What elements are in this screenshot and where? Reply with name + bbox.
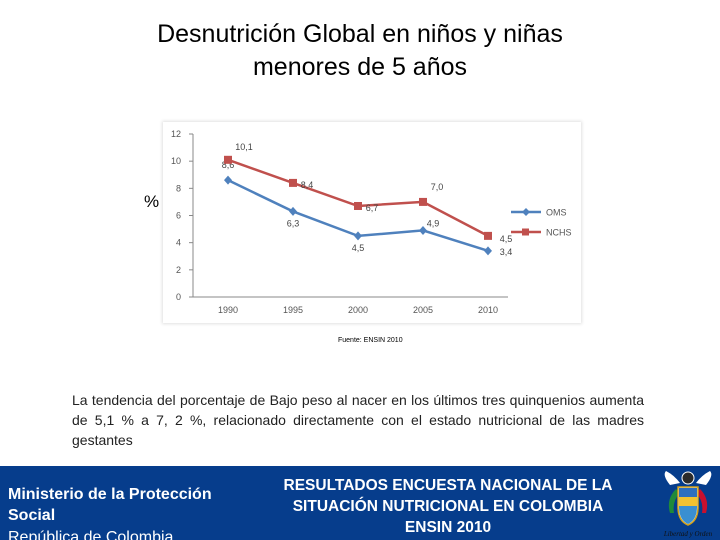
data-label-oms: 6,3 — [287, 218, 300, 228]
y-tick-label: 4 — [176, 238, 181, 248]
point-nchs — [419, 197, 427, 206]
body-text: La tendencia del porcentaje de Bajo peso… — [72, 392, 644, 448]
point-oms — [354, 231, 362, 241]
y-tick-label: 8 — [176, 183, 181, 193]
legend-marker-nchs — [522, 228, 529, 236]
footer-bar: Ministerio de la Protección Social Repúb… — [0, 466, 720, 540]
chart-source: Fuente: ENSIN 2010 — [338, 337, 403, 344]
legend-label-nchs: NCHS — [546, 228, 572, 238]
survey-line-2: SITUACIÓN NUTRICIONAL EN COLOMBIA — [292, 498, 604, 515]
x-tick-label: 2005 — [413, 305, 433, 315]
point-nchs — [289, 178, 297, 187]
x-tick-label: 2010 — [478, 305, 498, 315]
point-oms — [419, 225, 427, 235]
survey-line-3: ENSIN 2010 — [404, 519, 492, 536]
x-tick-label: 1990 — [218, 305, 238, 315]
y-tick-label: 12 — [171, 129, 181, 139]
y-tick-label: 2 — [176, 265, 181, 275]
y-unit-label: % — [144, 192, 160, 211]
point-nchs — [354, 201, 362, 210]
chart: 0 2 4 6 8 10 12 1990 1995 2000 2005 2010 8,6 6,3 4,5 4,… — [171, 129, 572, 315]
data-label-oms: 4,9 — [427, 218, 440, 228]
survey-title: RESULTADOS ENCUESTA NACIONAL DE LA SITUA… — [248, 475, 648, 538]
y-tick-label: 6 — [176, 211, 181, 221]
survey-line-1: RESULTADOS ENCUESTA NACIONAL DE LA — [283, 477, 613, 494]
point-nchs — [224, 155, 232, 164]
data-label-nchs: 4,5 — [500, 234, 513, 244]
slide-title: Desnutrición Global en niños y niñas men… — [80, 18, 640, 84]
y-tick-label: 10 — [171, 156, 181, 166]
title-line-1: Desnutrición Global en niños y niñas — [157, 20, 563, 48]
data-label-nchs: 7,0 — [431, 182, 444, 192]
chart-frame — [163, 122, 581, 323]
republic-name: República de Colombia — [8, 529, 174, 540]
title-line-2: menores de 5 años — [252, 53, 468, 81]
data-label-oms: 4,5 — [352, 243, 365, 253]
coat-of-arms-icon: Libertad y Orden — [663, 471, 713, 538]
coat-caption: Libertad y Orden — [663, 530, 713, 538]
x-tick-label: 1995 — [283, 305, 303, 315]
data-label-nchs: 10,1 — [235, 142, 253, 152]
x-tick-label: 2000 — [348, 305, 368, 315]
point-oms — [224, 175, 232, 185]
y-tick-label: 0 — [176, 292, 181, 302]
data-label-nchs: 8,4 — [301, 180, 314, 190]
data-label-oms: 8,6 — [222, 160, 235, 170]
data-label-nchs: 6,7 — [366, 203, 379, 213]
legend-marker-oms — [522, 208, 530, 216]
point-oms — [289, 206, 297, 216]
legend-label-oms: OMS — [546, 208, 567, 218]
point-nchs — [484, 231, 492, 240]
ministry-name: Ministerio de la Protección Social — [8, 486, 212, 524]
point-oms — [484, 246, 492, 256]
data-label-oms: 3,4 — [500, 247, 513, 257]
